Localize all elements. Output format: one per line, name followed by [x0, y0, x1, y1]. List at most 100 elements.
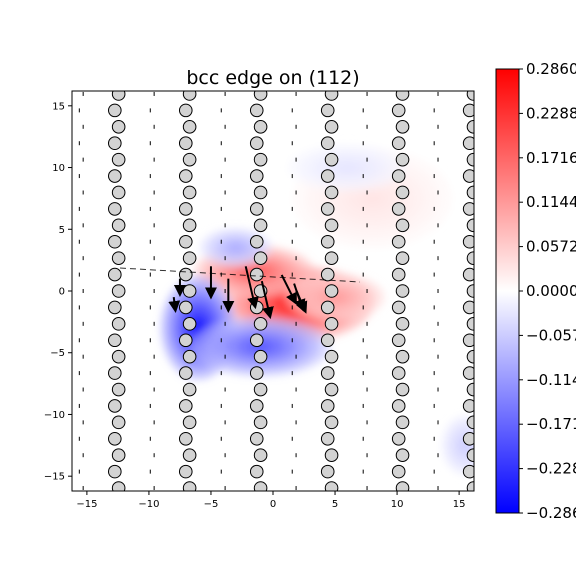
atoms-layer — [78, 91, 474, 491]
atom-125 — [253, 317, 268, 331]
atom-29 — [253, 448, 268, 462]
atom-183 — [178, 234, 193, 249]
atom-43 — [320, 431, 335, 446]
cbar-tick-label-10: −0.2860 — [526, 504, 576, 522]
atom-15 — [178, 464, 193, 479]
atom-135 — [178, 300, 193, 315]
atom-157 — [108, 267, 122, 282]
strain-blob-3-5 — [359, 190, 386, 207]
atom-101 — [253, 349, 268, 364]
y-tick-label-1: −10 — [44, 410, 65, 421]
atom-31 — [324, 448, 339, 462]
atom-263 — [462, 136, 474, 151]
cbar-tick-label-9: −0.2288 — [526, 460, 576, 478]
cbar-tick-label-1: 0.2288 — [526, 104, 576, 122]
atom-13 — [108, 464, 122, 479]
atom-163 — [320, 267, 335, 282]
atom-193 — [111, 218, 126, 233]
atom-103 — [324, 349, 339, 364]
atom-53 — [253, 415, 268, 430]
atom-279 — [178, 103, 193, 118]
atom-271 — [324, 120, 339, 134]
atom-255 — [178, 136, 193, 151]
atom-119 — [462, 333, 474, 348]
atom-261 — [391, 136, 406, 151]
atom-1 — [111, 481, 126, 491]
atom-245 — [253, 152, 268, 167]
atom-95 — [462, 366, 474, 380]
y-axis: −15 −10 −5 0 5 10 15 — [44, 101, 72, 483]
displacement-arrow-8 — [168, 297, 181, 314]
atom-223 — [324, 185, 339, 200]
atom-217 — [111, 185, 126, 200]
atom-41 — [249, 431, 264, 446]
atom-243 — [182, 152, 197, 167]
y-tick-label-0: −15 — [44, 472, 65, 483]
atom-49 — [111, 415, 126, 430]
atom-153 — [395, 284, 410, 298]
atom-161 — [249, 267, 264, 282]
atom-87 — [178, 366, 193, 380]
atom-167 — [462, 267, 474, 282]
atom-239 — [462, 169, 474, 183]
atom-267 — [182, 120, 197, 134]
atom-113 — [249, 333, 264, 348]
atom-33 — [395, 448, 410, 462]
atom-241 — [111, 152, 126, 167]
atom-253 — [108, 136, 122, 151]
atom-287 — [462, 103, 474, 118]
atom-249 — [395, 152, 410, 167]
cbar-tick-label-0: 0.2860 — [526, 60, 576, 78]
x-tick-label-4: 5 — [332, 499, 338, 510]
atom-197 — [253, 218, 268, 233]
atom-147 — [182, 284, 197, 298]
atom-199 — [324, 218, 339, 233]
cbar-tick-label-4: 0.0572 — [526, 238, 576, 256]
plot-area — [71, 90, 475, 492]
x-axis: −15 −10 −5 0 5 10 15 — [76, 491, 465, 510]
atom-283 — [320, 103, 335, 118]
atom-169 — [111, 251, 126, 265]
atom-79 — [324, 382, 339, 397]
displacement-arrow-4 — [280, 274, 297, 306]
displacement-arrow-2 — [244, 266, 259, 310]
atom-285 — [391, 103, 406, 118]
atom-189 — [391, 234, 406, 249]
colorbar-ticks: 0.2860 0.2288 0.1716 0.1144 0.0572 0.0000 −0.0… — [519, 60, 576, 522]
atom-81 — [395, 382, 410, 397]
atom-257 — [249, 136, 264, 151]
atom-277 — [108, 103, 122, 118]
atom-65 — [249, 399, 264, 413]
slip-plane-line — [119, 267, 361, 283]
atom-165 — [391, 267, 406, 282]
colorbar: 0.2860 0.2288 0.1716 0.1144 0.0572 0.0000 −0.0… — [495, 60, 576, 522]
atom-27 — [182, 448, 197, 462]
atom-111 — [178, 333, 193, 348]
atom-209 — [249, 202, 264, 216]
atom-55 — [324, 415, 339, 430]
atom-219 — [182, 185, 197, 200]
atom-237 — [391, 169, 406, 183]
atom-85 — [108, 366, 122, 380]
atom-61 — [108, 399, 122, 413]
x-tick-label-0: −15 — [76, 499, 97, 510]
atom-281 — [249, 103, 264, 118]
atom-269 — [253, 120, 268, 134]
atom-201 — [395, 218, 410, 233]
atom-141 — [391, 300, 406, 315]
atom-75 — [182, 382, 197, 397]
atom-5 — [253, 481, 268, 491]
x-tick-label-1: −10 — [138, 499, 159, 510]
atom-235 — [320, 169, 335, 183]
atom-295 — [324, 91, 339, 101]
atom-89 — [249, 366, 264, 380]
atom-171 — [182, 251, 197, 265]
atom-231 — [178, 169, 193, 183]
atom-259 — [320, 136, 335, 151]
atom-127 — [324, 317, 339, 331]
cbar-tick-label-6: −0.0572 — [526, 326, 576, 344]
strain-blob-7-5 — [337, 163, 358, 172]
atom-289 — [111, 91, 126, 101]
y-tick-label-5: 10 — [52, 163, 65, 174]
displacement-arrow-3 — [260, 280, 274, 320]
